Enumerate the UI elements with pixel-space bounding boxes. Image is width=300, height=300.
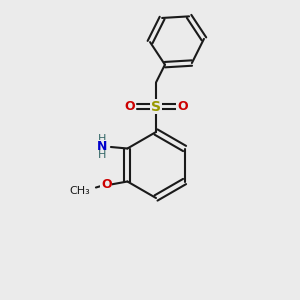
Text: H: H [98, 150, 106, 161]
Text: H: H [98, 134, 106, 144]
Text: O: O [101, 178, 112, 191]
Text: O: O [177, 100, 188, 113]
Text: CH₃: CH₃ [69, 185, 90, 196]
Text: N: N [97, 140, 107, 154]
Text: O: O [124, 100, 135, 113]
Text: S: S [151, 100, 161, 113]
